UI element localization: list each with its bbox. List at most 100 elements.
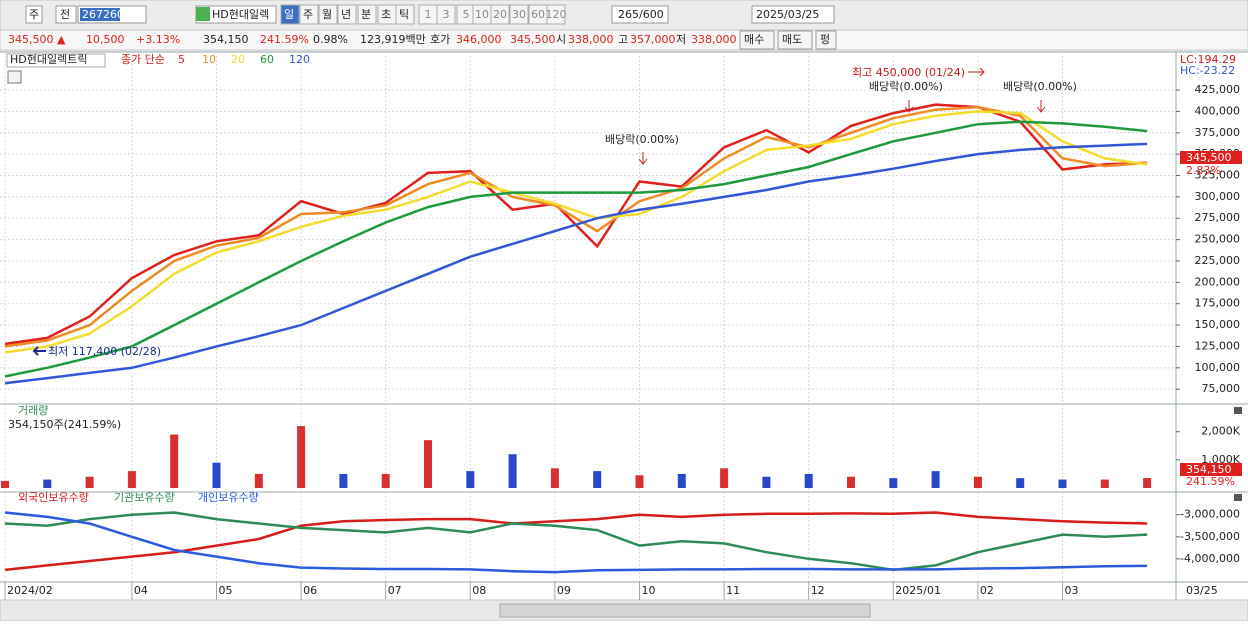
- interval[interactable]: 20: [493, 8, 507, 21]
- interval-button[interactable]: [436, 4, 456, 25]
- code-highlight: [80, 8, 120, 21]
- legend-entry: 기관보유수량: [114, 491, 175, 504]
- x-tick-label: 02: [980, 584, 994, 597]
- y-tick-label: 425,000: [1195, 83, 1241, 96]
- period-button[interactable]: [395, 4, 415, 25]
- quote-high: 357,000: [630, 33, 676, 46]
- low-arrow: [32, 346, 46, 356]
- table-icon[interactable]: [7, 70, 22, 84]
- volume-bar: [339, 473, 348, 488]
- quote-bar: [0, 29, 1248, 51]
- volume-bar: [762, 476, 771, 488]
- last-volume-tag: [1180, 463, 1242, 476]
- interval[interactable]: 30: [512, 8, 526, 21]
- series-line: [4, 142, 1148, 385]
- period[interactable]: 초: [381, 8, 391, 21]
- volume-bar: [127, 471, 136, 488]
- period-button[interactable]: [280, 4, 300, 25]
- volume-bar: [931, 471, 940, 488]
- volume-bar: [720, 468, 729, 488]
- quote-button[interactable]: [739, 30, 775, 50]
- interval[interactable]: 1: [425, 8, 432, 21]
- y-tick-label: 125,000: [1195, 339, 1241, 352]
- period[interactable]: 틱: [399, 8, 409, 21]
- y-tick-label: 325,000: [1195, 169, 1241, 182]
- scroll-thumb[interactable]: [499, 603, 871, 618]
- volume-bar: [508, 454, 517, 488]
- quote-sell[interactable]: 매도: [782, 33, 802, 46]
- volume-bar: [424, 440, 432, 488]
- last-price: 345,500: [1186, 151, 1232, 164]
- period[interactable]: 년: [341, 8, 351, 21]
- period-button[interactable]: [318, 4, 338, 25]
- quote-bid: 345,500: [510, 33, 556, 46]
- legend-entry: 외국인보유수량: [18, 491, 89, 504]
- low-annotation: 최저 117,400 (02/28): [48, 345, 161, 358]
- interval[interactable]: 3: [443, 8, 450, 21]
- interval[interactable]: 10: [475, 8, 489, 21]
- quote-avg[interactable]: 펑: [820, 33, 830, 46]
- legend-label: 종가 단순: [121, 53, 165, 66]
- series-line: [4, 511, 1148, 574]
- volume-bar: [677, 473, 686, 488]
- market-select[interactable]: [25, 5, 43, 24]
- period-button[interactable]: [357, 4, 377, 25]
- period-button[interactable]: [337, 4, 357, 25]
- volume-bar: [466, 471, 475, 488]
- volume-subtitle: 354,150주(241.59%): [8, 418, 121, 431]
- pane-close[interactable]: [1234, 407, 1242, 414]
- volume-bar: [804, 473, 813, 488]
- period[interactable]: 분: [361, 8, 371, 21]
- scope[interactable]: 전: [60, 8, 70, 21]
- last-price-pct: 2.83%: [1186, 164, 1221, 177]
- y-tick-label: -3,500,000: [1180, 530, 1240, 543]
- current-date: 03/25: [1186, 584, 1218, 597]
- code[interactable]: 267260: [82, 8, 124, 21]
- dividend-annotation: 배당락(0.00%): [605, 133, 679, 146]
- y-tick-label: 175,000: [1195, 297, 1241, 310]
- volume-bar: [1, 480, 9, 488]
- legend-entry: 5: [178, 53, 185, 66]
- quote-open: 338,000: [568, 33, 614, 46]
- y-tick-label: 375,000: [1195, 126, 1241, 139]
- dividend-arrow: [1036, 100, 1046, 113]
- period[interactable]: 월: [322, 8, 332, 21]
- period[interactable]: 주: [303, 8, 313, 21]
- volume-bar: [550, 468, 559, 488]
- pane-close[interactable]: [1234, 494, 1242, 501]
- y-tick-label: 225,000: [1195, 254, 1241, 267]
- scope-select[interactable]: [55, 5, 77, 24]
- series-line: [4, 120, 1148, 378]
- quote-change: 10,500: [86, 33, 125, 46]
- quote-high-label: 고: [618, 33, 628, 46]
- period-button[interactable]: [299, 4, 319, 25]
- quote-button[interactable]: [815, 30, 837, 50]
- y-tick-label: 1,000K: [1201, 453, 1240, 466]
- x-tick-label: 05: [219, 584, 233, 597]
- x-tick-label: 10: [642, 584, 656, 597]
- market[interactable]: 주: [29, 8, 39, 21]
- date[interactable]: 2025/03/25: [756, 8, 819, 21]
- date-box[interactable]: [751, 5, 835, 24]
- quote-buy[interactable]: 매수: [744, 33, 764, 46]
- quote-button[interactable]: [777, 30, 813, 50]
- interval[interactable]: 60: [531, 8, 545, 21]
- legend-title-box: [6, 53, 106, 68]
- legend-entry: 120: [289, 53, 310, 66]
- interval-button[interactable]: [546, 4, 566, 25]
- x-tick-label: 06: [303, 584, 317, 597]
- x-tick-label: 11: [726, 584, 740, 597]
- period[interactable]: 일: [284, 7, 294, 21]
- x-tick-label: 04: [134, 584, 148, 597]
- interval-button[interactable]: [509, 4, 529, 25]
- interval[interactable]: 120: [546, 8, 567, 21]
- y-tick-label: -4,000,000: [1180, 552, 1240, 565]
- interval-button[interactable]: [490, 4, 510, 25]
- volume-bar: [381, 473, 390, 488]
- legend-entry: 개인보유수량: [198, 491, 259, 504]
- y-tick-label: 200,000: [1195, 275, 1241, 288]
- volume-bar: [43, 479, 52, 488]
- interval[interactable]: 5: [463, 8, 470, 21]
- max-count: /600: [639, 8, 664, 21]
